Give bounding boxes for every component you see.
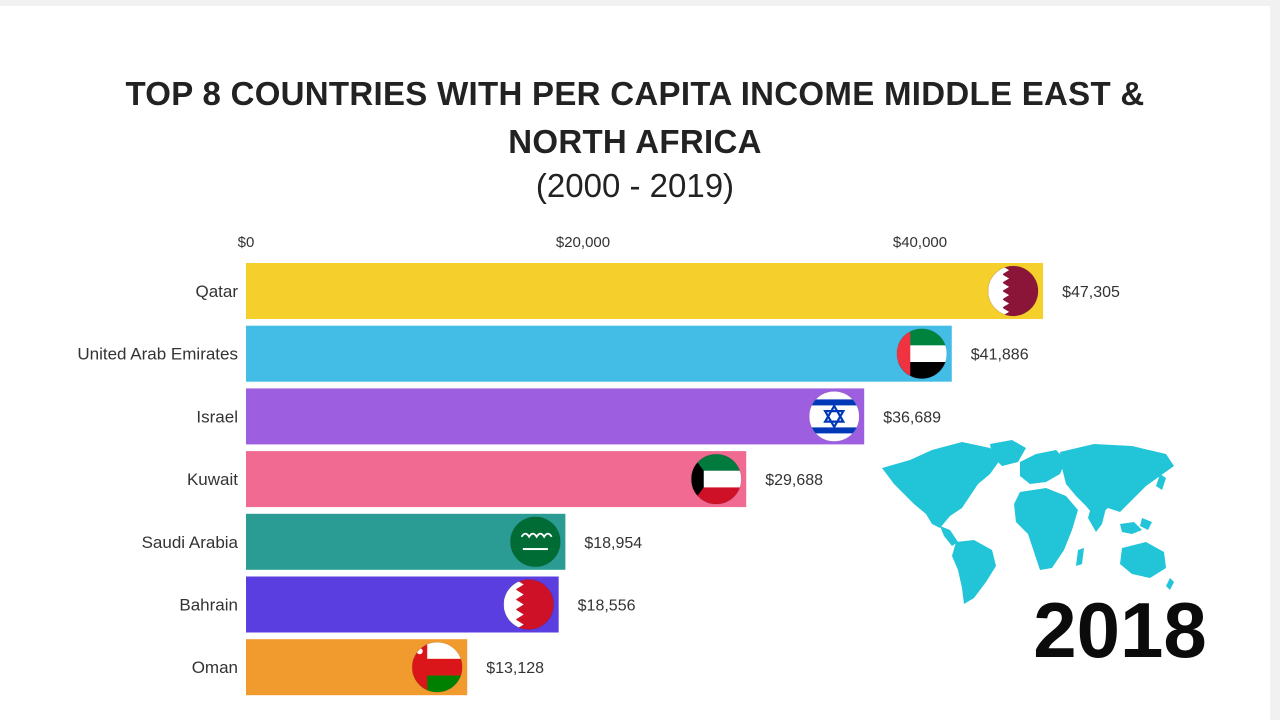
category-label: Bahrain <box>179 596 238 615</box>
category-label: Oman <box>192 658 238 677</box>
x-tick-label: $40,000 <box>893 234 947 251</box>
kuwait-flag-icon <box>690 453 742 505</box>
chart-title-line-1: TOP 8 COUNTRIES WITH PER CAPITA INCOME M… <box>125 75 1145 112</box>
chart-subtitle: (2000 - 2019) <box>535 167 735 204</box>
bahrain-flag-icon <box>503 579 555 630</box>
year-label: 2018 <box>1033 586 1207 674</box>
israel-flag-icon <box>808 390 860 442</box>
oman-flag-icon <box>411 641 463 693</box>
category-label: United Arab Emirates <box>77 345 238 364</box>
uae-flag-icon <box>896 328 948 380</box>
category-label: Saudi Arabia <box>142 533 239 552</box>
category-label: Israel <box>196 407 238 426</box>
bar-united-arab-emirates <box>246 325 952 382</box>
value-label: $41,886 <box>971 347 1029 364</box>
value-label: $36,689 <box>883 409 941 426</box>
value-label: $47,305 <box>1062 284 1120 301</box>
qatar-flag-icon <box>987 265 1039 317</box>
category-label: Qatar <box>195 282 238 301</box>
value-label: $18,556 <box>578 598 636 615</box>
world-map-icon <box>882 440 1174 604</box>
bar-qatar <box>246 263 1044 319</box>
saudi-arabia-flag-icon <box>509 516 561 568</box>
chart-title: TOP 8 COUNTRIES WITH PER CAPITA INCOME M… <box>0 70 1270 166</box>
x-tick-label: $20,000 <box>556 234 610 251</box>
value-label: $18,954 <box>584 535 642 552</box>
x-tick-label: $0 <box>238 234 255 251</box>
value-label: $13,128 <box>486 660 544 677</box>
bar-kuwait <box>246 451 747 508</box>
chart-title-line-2: NORTH AFRICA <box>508 123 762 160</box>
value-label: $29,688 <box>765 472 823 489</box>
category-label: Kuwait <box>187 470 238 489</box>
bar-israel <box>246 388 865 445</box>
